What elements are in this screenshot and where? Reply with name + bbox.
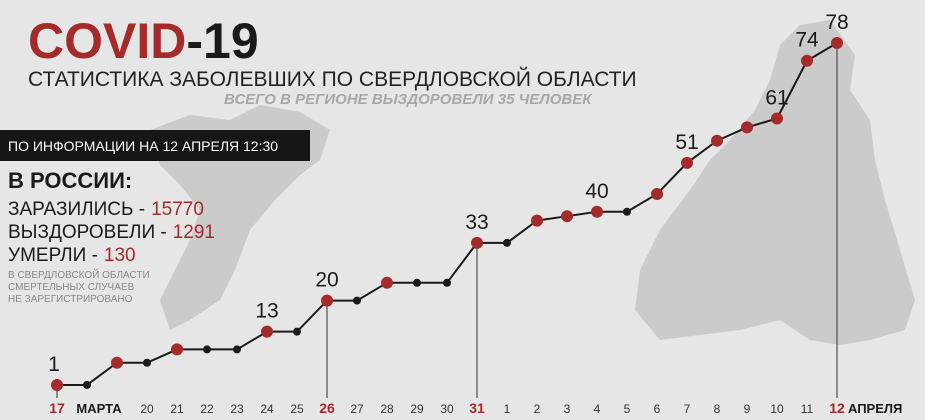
point <box>203 345 211 354</box>
value-label: 74 <box>795 29 819 52</box>
x-tick-label: 5 <box>624 402 631 416</box>
point <box>531 214 543 227</box>
point <box>561 210 573 223</box>
point <box>801 54 813 67</box>
point <box>651 187 663 200</box>
x-tick-label: 2 <box>534 402 541 416</box>
map-background <box>150 20 915 345</box>
point <box>623 207 631 216</box>
stat-value: 130 <box>104 245 136 266</box>
info-banner-bg <box>0 130 310 161</box>
point <box>321 294 333 307</box>
point <box>261 325 273 338</box>
x-tick-label: 27 <box>350 402 364 416</box>
info-banner: ПО ИНФОРМАЦИИ НА 12 АПРЕЛЯ 12:30 <box>8 138 278 154</box>
value-label: 40 <box>585 180 608 203</box>
point <box>741 121 753 134</box>
note-line: В СВЕРДЛОВСКОЙ ОБЛАСТИ <box>8 268 150 281</box>
stat-value: 1291 <box>173 222 215 243</box>
value-label: 78 <box>825 11 848 34</box>
stat-label: ЗАРАЗИЛИСЬ - <box>8 199 145 220</box>
point <box>353 296 361 305</box>
point <box>51 378 63 391</box>
stat-line: УМЕРЛИ - 130 <box>8 245 136 266</box>
x-tick-label: 21 <box>170 402 184 416</box>
x-tick-label: 24 <box>260 402 274 416</box>
note-line: СМЕРТЕЛЬНЫХ СЛУЧАЕВ <box>8 282 135 293</box>
point <box>503 238 511 247</box>
title: COVID-19 <box>28 13 259 69</box>
value-label: 1 <box>48 353 60 376</box>
x-tick-label: 23 <box>230 402 244 416</box>
value-label: 61 <box>765 86 788 109</box>
point <box>111 356 123 369</box>
x-tick-label: 1 <box>504 402 511 416</box>
stat-line: ЗАРАЗИЛИСЬ - 15770 <box>8 199 204 220</box>
x-tick-label: 9 <box>744 402 751 416</box>
x-tick-label: 28 <box>380 402 394 416</box>
point <box>681 156 693 169</box>
point <box>471 236 483 249</box>
x-tick-label: 6 <box>654 402 661 416</box>
point <box>413 278 421 287</box>
stat-value: 15770 <box>151 199 204 220</box>
point <box>711 134 723 147</box>
x-tick-label: 10 <box>770 402 784 416</box>
x-tick-label: 20 <box>140 402 154 416</box>
x-tick-label: 17 <box>49 400 65 416</box>
x-tick-label: 31 <box>469 400 485 416</box>
x-tick-label: 4 <box>594 402 601 416</box>
x-tick-label: 11 <box>801 402 814 416</box>
title-red: COVID <box>28 13 186 69</box>
point <box>771 112 783 125</box>
point <box>591 205 603 218</box>
point <box>831 36 843 49</box>
x-tick-label: 8 <box>714 402 721 416</box>
value-label: 20 <box>315 269 338 292</box>
title-black: -19 <box>186 13 258 69</box>
x-tick-label: 29 <box>410 402 424 416</box>
note-line: НЕ ЗАРЕГИСТРИРОВАНО <box>8 294 133 305</box>
point <box>381 276 393 289</box>
x-tick-label: 7 <box>684 402 691 416</box>
x-tick-label: 30 <box>440 402 454 416</box>
russia-heading: В РОССИИ: <box>8 168 132 193</box>
point <box>233 345 241 354</box>
x-tick-label: 26 <box>319 400 335 416</box>
stat-label: ВЫЗДОРОВЕЛИ - <box>8 222 167 243</box>
point <box>83 380 91 389</box>
point <box>293 327 301 336</box>
stat-line: ВЫЗДОРОВЕЛИ - 1291 <box>8 222 215 243</box>
subtitle: СТАТИСТИКА ЗАБОЛЕВШИХ ПО СВЕРДЛОВСКОЙ ОБ… <box>28 67 637 91</box>
value-label: 51 <box>675 131 698 154</box>
value-label: 33 <box>465 211 488 234</box>
stat-label: УМЕРЛИ - <box>8 245 98 266</box>
x-tick-label: 22 <box>200 402 214 416</box>
point <box>171 343 183 356</box>
recovered-note: ВСЕГО В РЕГИОНЕ ВЫЗДОРОВЕЛИ 35 ЧЕЛОВЕК <box>224 91 593 108</box>
x-tick-label: 25 <box>290 402 304 416</box>
month-label: АПРЕЛЯ <box>848 401 902 416</box>
point <box>143 358 151 367</box>
x-tick-label: 12 <box>829 400 845 416</box>
month-label: МАРТА <box>76 401 122 416</box>
value-label: 13 <box>255 300 278 323</box>
point <box>443 278 451 287</box>
x-tick-label: 3 <box>564 402 571 416</box>
